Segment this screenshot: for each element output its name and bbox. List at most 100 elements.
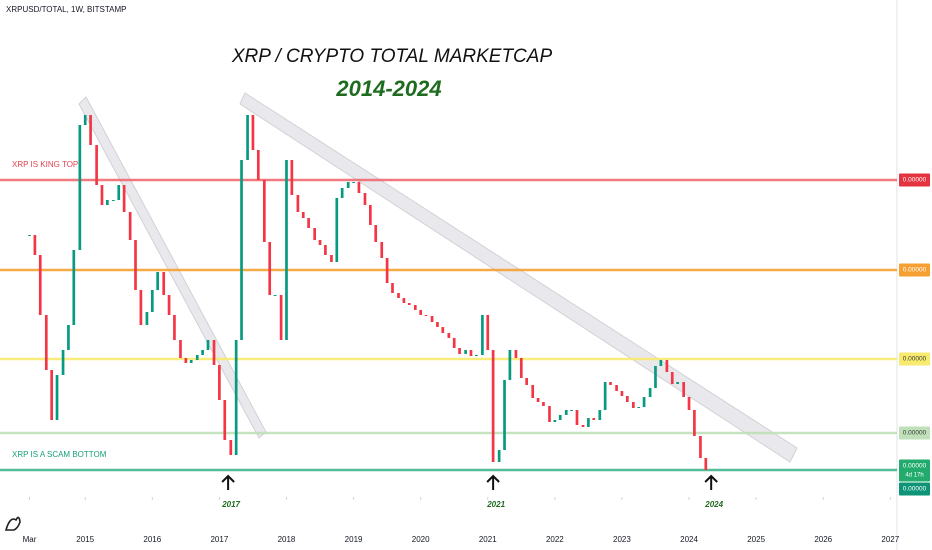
candle xyxy=(167,295,171,315)
candle xyxy=(581,425,585,427)
chart-subtitle: 2014-2024 xyxy=(335,76,441,101)
x-tick-label: 2017 xyxy=(210,535,228,544)
candle xyxy=(150,290,154,312)
x-tick-label: 2022 xyxy=(546,535,564,544)
level-price-label xyxy=(899,352,930,366)
candle xyxy=(134,240,137,290)
candle xyxy=(531,385,535,398)
candle xyxy=(340,188,344,198)
x-tick-label: 2027 xyxy=(881,535,899,544)
candle xyxy=(156,272,160,290)
candle xyxy=(587,418,590,427)
marker-label: 2017 xyxy=(221,500,240,509)
candle xyxy=(424,315,428,316)
chart-title: XRP / CRYPTO TOTAL MARKETCAP xyxy=(231,46,553,67)
candle xyxy=(464,350,467,354)
candle xyxy=(223,400,227,440)
candle xyxy=(285,160,288,340)
level-price-label-text: 0.00000 xyxy=(903,356,927,363)
candle xyxy=(28,235,31,236)
candle xyxy=(268,242,272,295)
candle xyxy=(491,350,495,462)
tv-logo xyxy=(4,516,21,531)
candle xyxy=(313,228,317,240)
candle xyxy=(38,255,42,315)
candle xyxy=(352,182,355,183)
candle xyxy=(173,315,176,340)
candle xyxy=(117,185,121,200)
candle xyxy=(615,385,618,391)
x-tick-label: 2015 xyxy=(76,535,94,544)
x-tick-label: 2026 xyxy=(814,535,832,544)
candle xyxy=(620,391,624,396)
last-price-label-text: 0.00000 xyxy=(903,463,927,470)
marker-label: 2024 xyxy=(704,500,723,509)
marker-label: 2021 xyxy=(486,500,505,509)
candle xyxy=(514,350,518,358)
candle xyxy=(346,182,350,188)
candle xyxy=(407,303,411,305)
trend-band xyxy=(78,96,267,439)
x-tick-label: 2024 xyxy=(680,535,698,544)
candle xyxy=(273,295,277,296)
candle xyxy=(385,258,389,283)
x-tick-label: Mar xyxy=(23,535,37,544)
level-name: XRP IS A SCAM BOTTOM xyxy=(12,450,107,459)
candle xyxy=(486,315,490,350)
candle xyxy=(296,195,300,212)
candle xyxy=(184,358,188,363)
candle xyxy=(548,406,551,422)
candle xyxy=(413,305,417,310)
candle xyxy=(536,398,540,402)
candle xyxy=(558,415,562,420)
candle xyxy=(330,255,333,262)
candle xyxy=(642,397,646,407)
candle xyxy=(503,380,506,450)
candle xyxy=(240,160,243,340)
candle xyxy=(290,160,294,195)
x-tick-label: 2018 xyxy=(278,535,296,544)
candle xyxy=(637,407,641,408)
candle xyxy=(430,316,434,322)
arrow xyxy=(221,474,235,490)
candle xyxy=(441,327,445,333)
candle xyxy=(374,225,378,242)
candle xyxy=(246,115,249,160)
candle xyxy=(682,382,686,397)
candle xyxy=(693,410,696,436)
candle xyxy=(318,240,322,245)
candle xyxy=(33,235,37,255)
candle xyxy=(553,420,557,422)
candle xyxy=(659,360,663,366)
candle xyxy=(447,333,451,338)
candle xyxy=(570,410,573,411)
level-price-label xyxy=(899,173,930,187)
trend-band xyxy=(239,92,798,463)
candle xyxy=(212,340,216,365)
candle xyxy=(145,312,149,325)
candle xyxy=(603,382,607,410)
candle xyxy=(251,115,255,150)
candle xyxy=(363,193,367,205)
candle xyxy=(78,125,82,250)
candle xyxy=(648,388,652,397)
last-price-label-countdown: 4d 17h xyxy=(905,473,923,479)
candle xyxy=(201,350,204,355)
candle xyxy=(542,402,545,406)
candle xyxy=(122,185,126,212)
candle xyxy=(654,366,657,388)
candle xyxy=(100,185,104,205)
candle xyxy=(665,360,669,372)
level-price-label-text: 0.00000 xyxy=(903,486,927,493)
candle xyxy=(89,115,92,145)
candle xyxy=(189,360,193,363)
candle xyxy=(380,242,384,258)
level-price-label-text: 0.00000 xyxy=(903,267,927,274)
candle xyxy=(519,358,523,378)
candle xyxy=(475,355,478,356)
candle xyxy=(72,250,76,325)
candle xyxy=(218,365,221,400)
candle xyxy=(508,350,512,380)
candle xyxy=(397,293,400,298)
candle xyxy=(598,410,602,420)
